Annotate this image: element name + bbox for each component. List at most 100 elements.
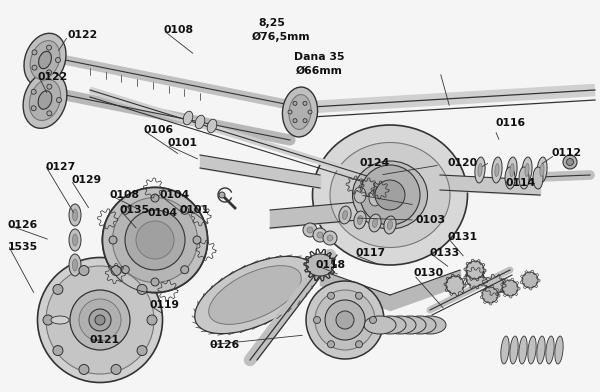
Ellipse shape <box>336 311 354 329</box>
Text: Dana 35: Dana 35 <box>294 52 344 62</box>
Ellipse shape <box>307 227 313 233</box>
Ellipse shape <box>89 309 111 331</box>
Ellipse shape <box>209 266 301 324</box>
Ellipse shape <box>466 261 484 279</box>
Text: 0122: 0122 <box>38 72 68 82</box>
Ellipse shape <box>73 259 77 271</box>
Ellipse shape <box>24 33 66 87</box>
Circle shape <box>303 119 307 123</box>
Ellipse shape <box>69 254 81 276</box>
Text: 0108: 0108 <box>163 25 193 35</box>
Ellipse shape <box>354 211 366 229</box>
Ellipse shape <box>358 216 362 225</box>
Circle shape <box>293 102 297 105</box>
Ellipse shape <box>492 157 502 183</box>
Ellipse shape <box>103 187 208 292</box>
Ellipse shape <box>446 276 464 294</box>
Ellipse shape <box>540 163 544 176</box>
Ellipse shape <box>29 80 61 120</box>
Ellipse shape <box>327 235 333 241</box>
Ellipse shape <box>73 234 77 246</box>
Ellipse shape <box>519 167 529 189</box>
Ellipse shape <box>522 157 532 183</box>
Circle shape <box>109 236 117 244</box>
Text: 8,25: 8,25 <box>258 18 285 28</box>
Ellipse shape <box>306 254 334 276</box>
Ellipse shape <box>566 158 574 165</box>
Ellipse shape <box>113 198 197 283</box>
Circle shape <box>181 206 188 214</box>
Ellipse shape <box>501 336 509 364</box>
Ellipse shape <box>369 214 381 232</box>
Ellipse shape <box>528 336 536 364</box>
Ellipse shape <box>283 87 317 137</box>
Text: 0119: 0119 <box>149 300 179 310</box>
Ellipse shape <box>195 256 315 334</box>
Ellipse shape <box>510 163 514 176</box>
Ellipse shape <box>125 210 185 270</box>
Circle shape <box>314 316 320 323</box>
Text: 0122: 0122 <box>68 30 98 40</box>
Ellipse shape <box>414 316 446 334</box>
Circle shape <box>147 315 157 325</box>
Text: 0104: 0104 <box>160 190 190 200</box>
Ellipse shape <box>95 315 105 325</box>
Text: Ø76,5mm: Ø76,5mm <box>252 32 311 42</box>
Text: 0135: 0135 <box>120 205 150 215</box>
Ellipse shape <box>38 91 52 109</box>
Circle shape <box>355 341 362 348</box>
Text: 0103: 0103 <box>415 215 445 225</box>
Circle shape <box>193 236 201 244</box>
Text: 0120: 0120 <box>447 158 477 168</box>
Ellipse shape <box>23 72 67 128</box>
Text: Ø66mm: Ø66mm <box>296 66 343 76</box>
Ellipse shape <box>315 290 375 350</box>
Ellipse shape <box>537 157 547 183</box>
Ellipse shape <box>486 276 504 294</box>
Ellipse shape <box>475 157 485 183</box>
Ellipse shape <box>373 219 377 227</box>
Ellipse shape <box>303 223 317 237</box>
Text: 0127: 0127 <box>45 162 75 172</box>
Circle shape <box>56 58 61 62</box>
Ellipse shape <box>466 269 484 287</box>
Ellipse shape <box>364 316 396 334</box>
Ellipse shape <box>79 299 121 341</box>
Circle shape <box>288 110 292 114</box>
Ellipse shape <box>388 221 392 229</box>
Ellipse shape <box>563 155 577 169</box>
Text: 0106: 0106 <box>143 125 173 135</box>
Circle shape <box>31 106 36 111</box>
Circle shape <box>151 278 159 286</box>
Text: 0130: 0130 <box>414 268 444 278</box>
Circle shape <box>47 84 52 89</box>
Text: 0101: 0101 <box>180 205 210 215</box>
Text: 0112: 0112 <box>551 148 581 158</box>
Ellipse shape <box>384 192 396 208</box>
Ellipse shape <box>30 41 60 80</box>
Text: 0126: 0126 <box>8 220 38 230</box>
Circle shape <box>32 65 37 70</box>
Circle shape <box>303 102 307 105</box>
Text: 0118: 0118 <box>315 260 345 270</box>
Ellipse shape <box>533 167 543 189</box>
Circle shape <box>181 266 188 274</box>
Circle shape <box>47 111 52 116</box>
Text: 0129: 0129 <box>71 175 101 185</box>
Ellipse shape <box>207 119 217 133</box>
Ellipse shape <box>384 316 416 334</box>
Text: 0116: 0116 <box>495 118 525 128</box>
Text: 0121: 0121 <box>89 335 119 345</box>
Ellipse shape <box>37 258 163 383</box>
Ellipse shape <box>546 336 554 364</box>
Ellipse shape <box>325 300 365 340</box>
Circle shape <box>328 341 335 348</box>
Ellipse shape <box>46 266 154 374</box>
Ellipse shape <box>70 290 130 350</box>
Circle shape <box>47 45 52 50</box>
Ellipse shape <box>73 209 77 221</box>
Circle shape <box>370 316 377 323</box>
Circle shape <box>43 315 53 325</box>
Ellipse shape <box>69 229 81 251</box>
Circle shape <box>32 50 37 55</box>
